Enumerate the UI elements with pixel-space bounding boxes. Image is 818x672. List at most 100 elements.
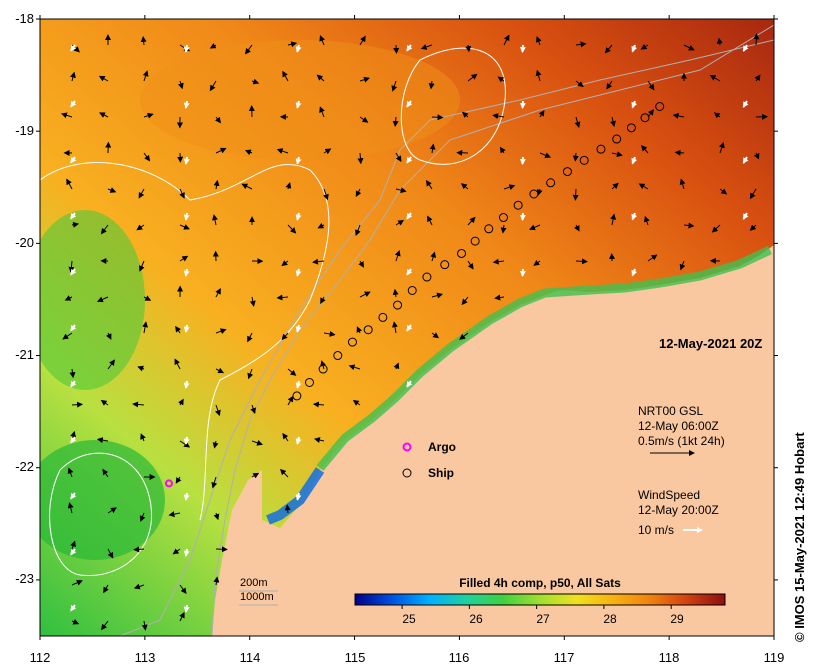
- current-arrow: [536, 188, 543, 196]
- current-arrow: [749, 224, 757, 231]
- current-arrow: [640, 43, 649, 50]
- current-arrow: [71, 618, 80, 625]
- current-arrow: [533, 259, 541, 266]
- ship-position: [640, 113, 650, 123]
- wind-arrow: [183, 436, 190, 445]
- lat-label: -18: [15, 11, 34, 26]
- current-arrow: [215, 404, 221, 417]
- ship-position: [626, 123, 636, 133]
- current-arrow: [142, 70, 149, 82]
- current-legend-scale: 0.5m/s (1kt 24h): [638, 434, 725, 448]
- current-legend-time: 12-May 06:00Z: [638, 419, 719, 433]
- current-arrow: [100, 224, 109, 235]
- current-arrow: [718, 141, 725, 154]
- wind-arrow: [295, 212, 302, 221]
- current-arrow: [348, 364, 361, 371]
- current-arrow: [67, 467, 74, 478]
- wind-arrow: [295, 268, 302, 277]
- current-arrow: [323, 188, 329, 201]
- wind-arrow: [70, 212, 77, 220]
- current-arrow: [713, 112, 721, 119]
- current-arrow: [356, 326, 363, 334]
- current-arrow: [494, 294, 505, 301]
- current-arrow: [312, 401, 325, 408]
- current-arrow: [711, 224, 721, 233]
- current-arrow: [284, 504, 291, 514]
- current-arrow: [249, 296, 256, 307]
- wind-legend-title: WindSpeed: [638, 488, 701, 502]
- current-arrow: [136, 224, 145, 231]
- current-arrow: [99, 112, 109, 118]
- current-arrow: [499, 146, 506, 154]
- current-arrow: [492, 113, 505, 120]
- ship-position: [529, 189, 539, 199]
- current-arrow: [355, 224, 361, 236]
- current-arrow: [251, 439, 263, 446]
- ship-position: [612, 134, 622, 144]
- current-arrow: [98, 75, 109, 82]
- lat-label: -21: [15, 347, 34, 362]
- current-arrow: [679, 260, 686, 271]
- current-arrow: [428, 80, 435, 90]
- current-arrow: [179, 224, 190, 230]
- ship-position: [292, 391, 302, 401]
- current-arrow: [467, 260, 474, 270]
- wind-arrow: [183, 100, 190, 109]
- colorbar-tick-label: 26: [469, 612, 483, 626]
- current-arrow: [749, 188, 757, 200]
- colorbar-tick-label: 29: [670, 612, 684, 626]
- current-arrow: [317, 222, 325, 229]
- wind-arrow: [295, 380, 302, 389]
- current-arrow: [177, 80, 184, 90]
- current-arrow: [107, 359, 115, 370]
- argo-legend-label: Argo: [428, 440, 456, 454]
- current-arrow: [140, 433, 146, 442]
- current-arrow: [107, 507, 117, 514]
- wind-arrow: [742, 156, 749, 164]
- wind-arrow: [295, 100, 302, 109]
- wind-arrow: [406, 212, 413, 220]
- current-arrow: [287, 395, 294, 406]
- ship-position: [655, 102, 665, 112]
- lon-label: 114: [239, 650, 261, 665]
- current-arrow: [247, 332, 253, 343]
- lon-label: 117: [553, 650, 575, 665]
- current-arrow: [141, 620, 148, 631]
- current-arrow: [241, 183, 253, 190]
- current-arrow: [352, 399, 361, 406]
- current-arrow: [62, 332, 73, 340]
- current-arrow: [251, 78, 260, 85]
- wind-arrow: [183, 604, 190, 613]
- current-arrow: [459, 332, 469, 340]
- colorbar-tick-label: 28: [603, 612, 617, 626]
- ship-position: [422, 272, 432, 282]
- wind-arrow: [183, 492, 190, 501]
- current-arrow: [647, 254, 658, 262]
- lon-label: 116: [448, 650, 470, 665]
- colorbar-tick-label: 25: [402, 612, 416, 626]
- current-arrow: [212, 214, 218, 226]
- current-arrow: [319, 35, 326, 46]
- current-arrow: [647, 80, 655, 91]
- lon-label: 115: [344, 650, 366, 665]
- axis-ticks: [36, 15, 778, 640]
- current-arrow: [393, 44, 400, 54]
- current-arrow: [215, 367, 225, 374]
- current-arrow: [139, 260, 145, 272]
- current-arrow: [103, 584, 109, 594]
- ship-position: [562, 167, 572, 177]
- argo-float-marker: [164, 479, 173, 488]
- current-arrow: [683, 44, 695, 51]
- ship-position: [596, 144, 606, 154]
- map-panel: [40, 19, 774, 636]
- current-arrow: [214, 116, 222, 124]
- current-arrow: [142, 321, 149, 334]
- ship-position: [378, 312, 388, 322]
- current-arrow: [320, 296, 326, 305]
- wind-arrow: [295, 324, 302, 333]
- current-arrow: [281, 260, 289, 267]
- wind-arrow: [70, 100, 77, 108]
- current-arrow: [431, 114, 444, 121]
- current-arrow: [357, 152, 364, 165]
